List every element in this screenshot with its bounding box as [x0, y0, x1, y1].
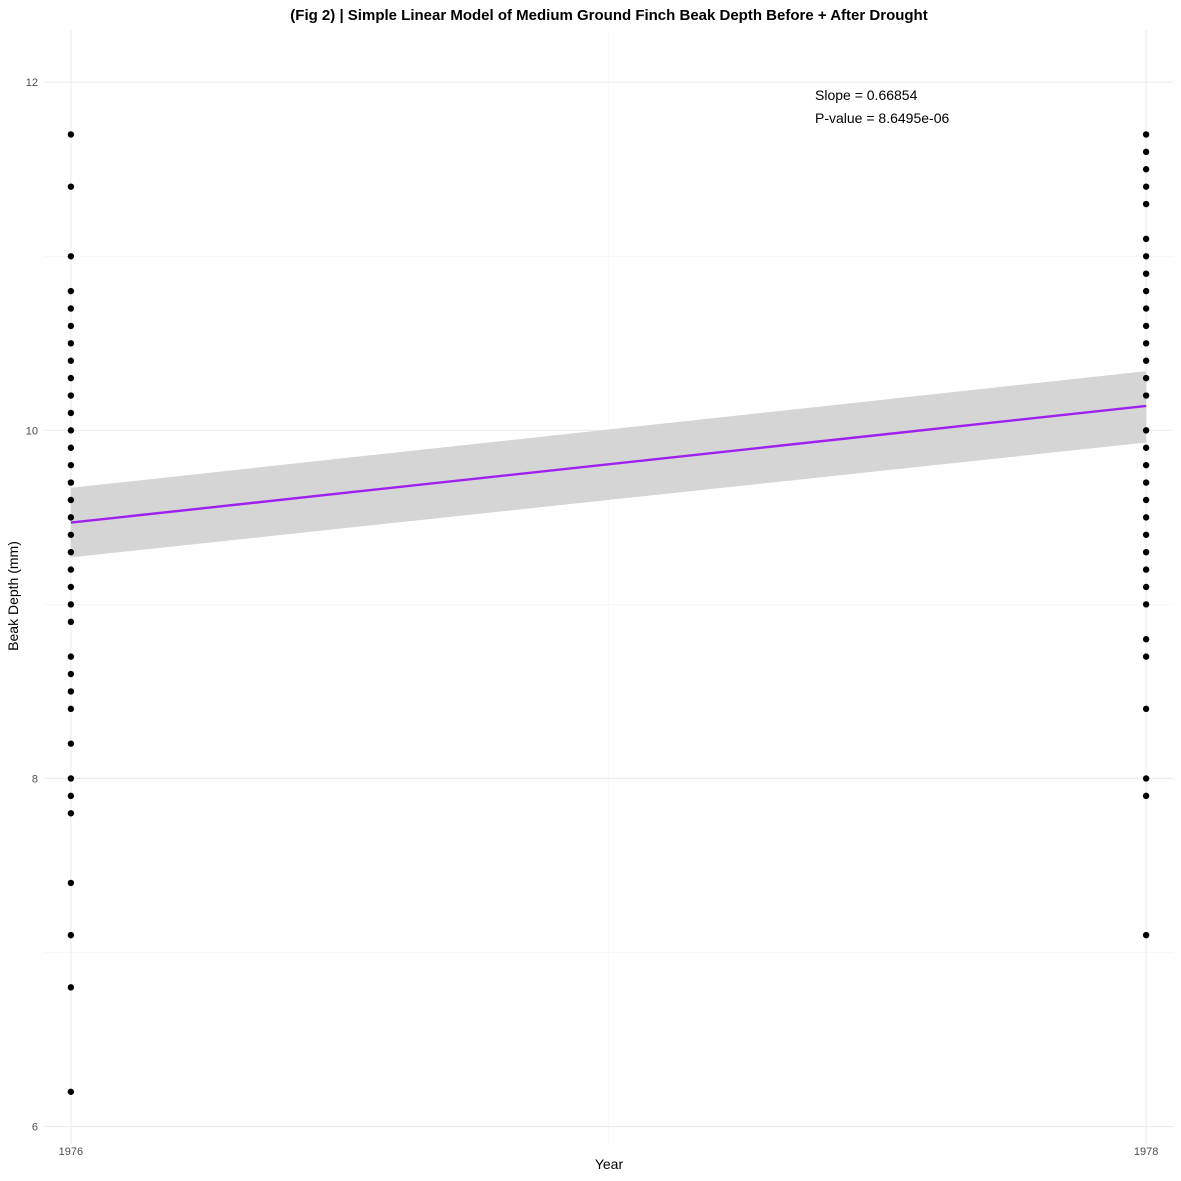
data-point [1143, 201, 1149, 207]
data-point [68, 358, 74, 364]
data-point [68, 706, 74, 712]
data-point [68, 566, 74, 572]
data-point [1143, 305, 1149, 311]
data-point [68, 671, 74, 677]
data-point [1143, 601, 1149, 607]
data-point [68, 392, 74, 398]
pvalue-annotation: P-value = 8.6495e-06 [815, 110, 949, 126]
data-point [1143, 549, 1149, 555]
x-tick-label: 1978 [1134, 1146, 1158, 1158]
data-point [1143, 392, 1149, 398]
data-point [68, 323, 74, 329]
data-point [68, 688, 74, 694]
data-point [68, 584, 74, 590]
data-point [68, 479, 74, 485]
data-point [68, 932, 74, 938]
data-point [68, 653, 74, 659]
data-point [68, 427, 74, 433]
data-point [68, 445, 74, 451]
data-point [1143, 775, 1149, 781]
data-point [1143, 566, 1149, 572]
data-point [1143, 183, 1149, 189]
data-point [68, 619, 74, 625]
data-point [1143, 532, 1149, 538]
data-point [68, 410, 74, 416]
data-point [68, 984, 74, 990]
data-point [68, 532, 74, 538]
data-point [1143, 288, 1149, 294]
data-point [1143, 427, 1149, 433]
data-point [1143, 514, 1149, 520]
grid-lines [44, 30, 1173, 1144]
slope-annotation: Slope = 0.66854 [815, 87, 918, 103]
data-point [1143, 323, 1149, 329]
data-point [68, 375, 74, 381]
data-point [1143, 636, 1149, 642]
data-point [68, 601, 74, 607]
data-point [68, 253, 74, 259]
data-point [1143, 270, 1149, 276]
y-tick-label: 10 [26, 425, 38, 437]
data-point [68, 549, 74, 555]
y-tick-label: 12 [26, 77, 38, 89]
data-point [1143, 131, 1149, 137]
data-point [68, 288, 74, 294]
data-point [1143, 358, 1149, 364]
data-point [1143, 653, 1149, 659]
data-point [1143, 932, 1149, 938]
data-point [68, 775, 74, 781]
data-point [1143, 166, 1149, 172]
data-point [1143, 497, 1149, 503]
data-point [1143, 793, 1149, 799]
data-point [68, 793, 74, 799]
data-point [68, 305, 74, 311]
data-point [68, 462, 74, 468]
data-point [1143, 462, 1149, 468]
data-point [68, 880, 74, 886]
data-point [68, 183, 74, 189]
data-point [1143, 479, 1149, 485]
data-point [68, 740, 74, 746]
data-point [1143, 236, 1149, 242]
x-axis-label: Year [595, 1156, 624, 1172]
data-point [68, 810, 74, 816]
y-tick-label: 6 [32, 1122, 38, 1134]
data-point [68, 514, 74, 520]
tick-labels: 6 8 10 12 1976 1978 [26, 77, 1159, 1158]
data-point [68, 131, 74, 137]
y-axis-label: Beak Depth (mm) [5, 541, 21, 651]
data-point [1143, 706, 1149, 712]
data-point [68, 1089, 74, 1095]
chart-title: (Fig 2) | Simple Linear Model of Medium … [290, 7, 927, 24]
data-point [1143, 445, 1149, 451]
data-point [1143, 375, 1149, 381]
data-point [68, 340, 74, 346]
x-tick-label: 1976 [59, 1146, 83, 1158]
data-point [68, 497, 74, 503]
data-point [1143, 340, 1149, 346]
data-point [1143, 584, 1149, 590]
data-point [1143, 253, 1149, 259]
y-tick-label: 8 [32, 773, 38, 785]
data-point [1143, 149, 1149, 155]
